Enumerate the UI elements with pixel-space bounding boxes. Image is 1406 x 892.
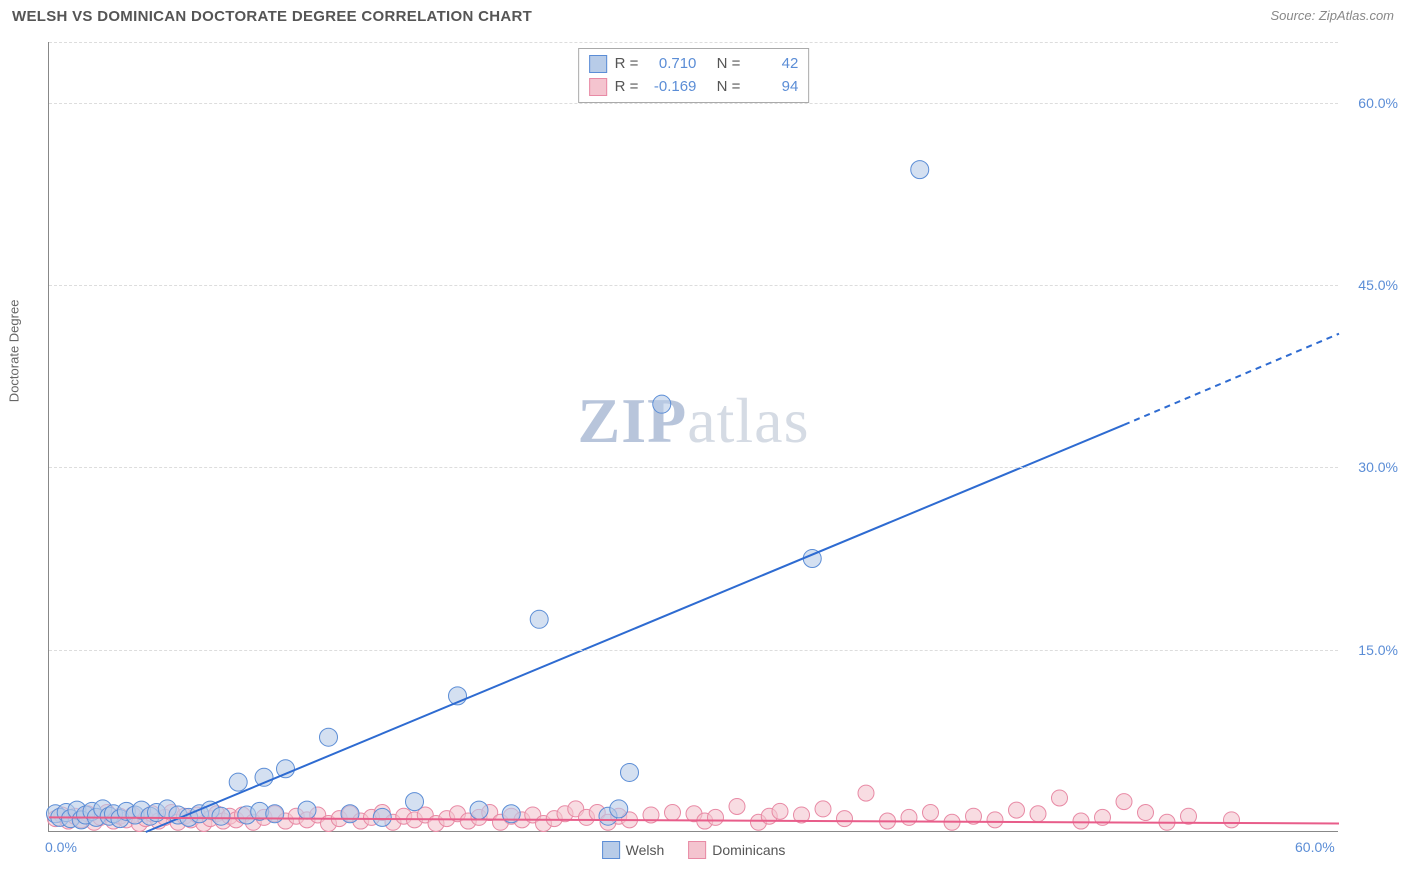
y-tick-label: 60.0% <box>1358 95 1398 111</box>
data-point <box>277 760 295 778</box>
data-point <box>923 805 939 821</box>
chart-title: WELSH VS DOMINICAN DOCTORATE DEGREE CORR… <box>12 8 532 25</box>
data-point <box>837 811 853 827</box>
data-point <box>858 785 874 801</box>
data-point <box>212 807 230 825</box>
data-point <box>1224 812 1240 828</box>
stats-row-dominicans: R = -0.169 N = 94 <box>589 76 799 99</box>
legend-item-dominicans: Dominicans <box>688 841 785 859</box>
data-point <box>1116 794 1132 810</box>
grid-line <box>49 103 1338 104</box>
data-point <box>1138 805 1154 821</box>
data-point <box>470 801 488 819</box>
data-point <box>815 801 831 817</box>
data-point <box>708 809 724 825</box>
grid-line <box>49 650 1338 651</box>
swatch-welsh <box>589 55 607 73</box>
x-tick-label: 60.0% <box>1295 839 1335 855</box>
data-point <box>530 610 548 628</box>
data-point <box>772 803 788 819</box>
y-tick-label: 15.0% <box>1358 642 1398 658</box>
data-point <box>665 805 681 821</box>
data-point <box>1030 806 1046 822</box>
data-point <box>653 395 671 413</box>
data-point <box>621 763 639 781</box>
x-tick-label: 0.0% <box>45 839 77 855</box>
data-point <box>266 805 284 823</box>
scatter-plot <box>49 42 1338 831</box>
data-point <box>373 808 391 826</box>
source-label: Source: ZipAtlas.com <box>1270 8 1394 25</box>
data-point <box>987 812 1003 828</box>
stats-row-welsh: R = 0.710 N = 42 <box>589 53 799 76</box>
data-point <box>229 773 247 791</box>
swatch-dominicans <box>688 841 706 859</box>
swatch-dominicans <box>589 78 607 96</box>
data-point <box>911 161 929 179</box>
data-point <box>341 805 359 823</box>
data-point <box>298 801 316 819</box>
y-tick-label: 45.0% <box>1358 277 1398 293</box>
grid-line <box>49 467 1338 468</box>
grid-line <box>49 285 1338 286</box>
grid-line <box>49 42 1338 43</box>
data-point <box>1073 813 1089 829</box>
y-axis-label: Doctorate Degree <box>7 300 22 403</box>
chart-area: ZIPatlas R = 0.710 N = 42 R = -0.169 N =… <box>48 42 1338 832</box>
legend: Welsh Dominicans <box>602 841 786 859</box>
y-tick-label: 30.0% <box>1358 459 1398 475</box>
header: WELSH VS DOMINICAN DOCTORATE DEGREE CORR… <box>0 0 1406 29</box>
legend-item-welsh: Welsh <box>602 841 665 859</box>
data-point <box>729 798 745 814</box>
stats-box: R = 0.710 N = 42 R = -0.169 N = 94 <box>578 48 810 103</box>
data-point <box>610 800 628 818</box>
trend-line-ext <box>1124 334 1339 425</box>
data-point <box>406 793 424 811</box>
data-point <box>1009 802 1025 818</box>
data-point <box>901 809 917 825</box>
data-point <box>1052 790 1068 806</box>
swatch-welsh <box>602 841 620 859</box>
data-point <box>320 728 338 746</box>
